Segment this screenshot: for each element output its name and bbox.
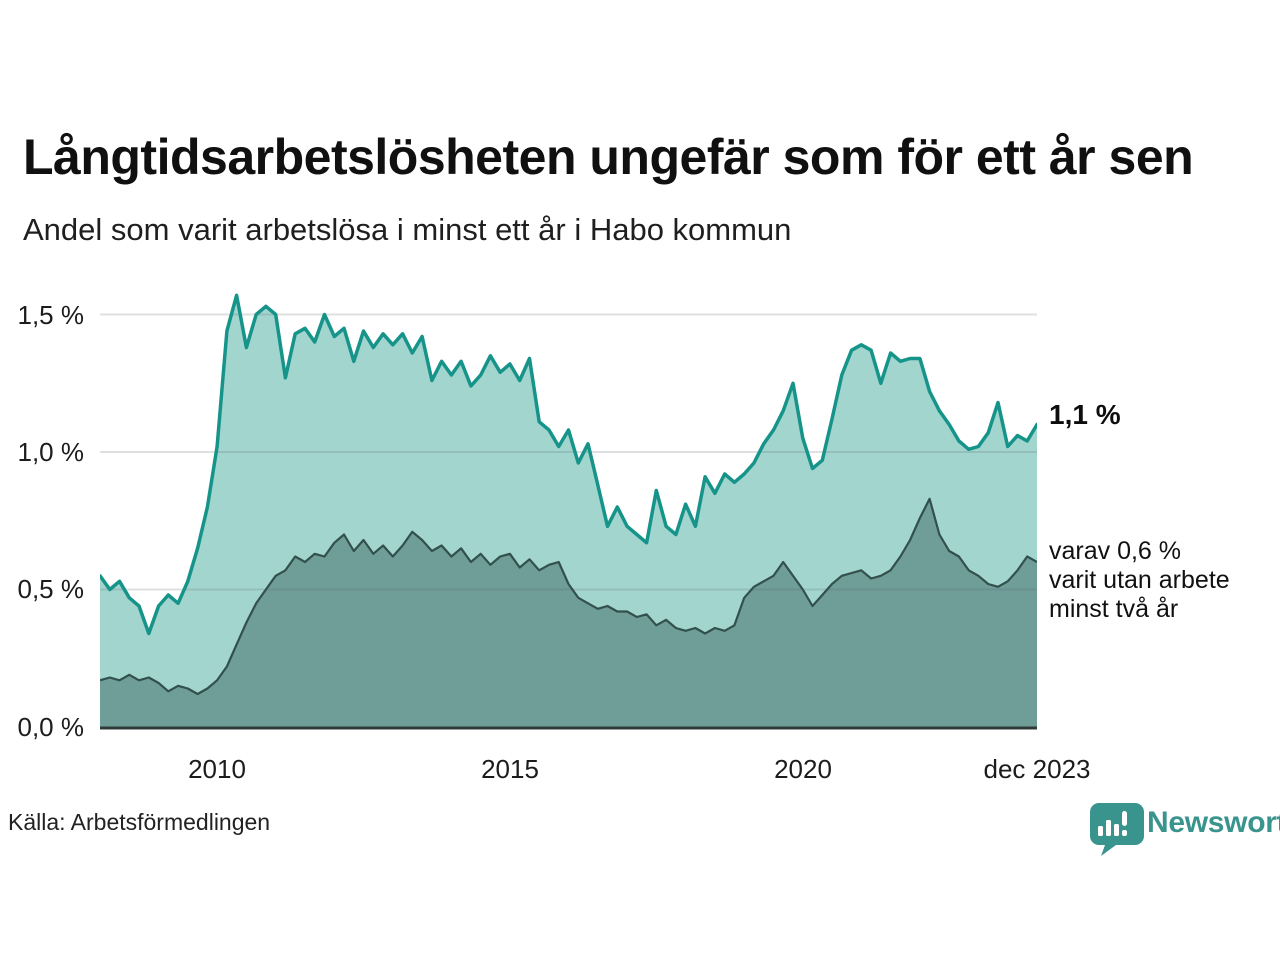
line-total-series [100, 293, 1037, 636]
y-axis-tick-label: 1,5 % [17, 300, 85, 330]
x-axis-tick-label: dec 2023 [983, 754, 1091, 784]
x-axis-tick-label: 2010 [188, 754, 246, 784]
secondary-annotation-line: varav 0,6 % [1049, 537, 1182, 565]
line-two-year-series [100, 497, 1037, 696]
chart-subtitle: Andel som varit arbetslösa i minst ett å… [23, 212, 792, 247]
y-axis-tick-label: 0,0 % [17, 712, 85, 742]
x-axis-tick-label: 2020 [774, 754, 832, 784]
latest-value-annotation: 1,1 % [1049, 399, 1121, 430]
y-axis-tick-label: 0,5 % [17, 574, 85, 604]
unemployment-area-chart [100, 293, 1037, 730]
newsworthy-chart-bubble-icon [1090, 803, 1144, 856]
newsworthy-logo [1090, 803, 1144, 856]
secondary-series-annotation: varav 0,6 % varit utan arbete minst två … [1049, 537, 1230, 624]
source-text: Källa: Arbetsförmedlingen [8, 809, 271, 835]
newsworthy-wordmark: Newsworthy [1147, 806, 1280, 839]
secondary-annotation-line: minst två år [1049, 595, 1179, 623]
y-axis-tick-label: 1,0 % [17, 437, 85, 467]
secondary-annotation-line: varit utan arbete [1049, 566, 1230, 594]
chart-title: Långtidsarbetslösheten ungefär som för e… [23, 129, 1194, 185]
x-axis-tick-label: 2015 [481, 754, 539, 784]
area-two-year-series [100, 498, 1037, 727]
